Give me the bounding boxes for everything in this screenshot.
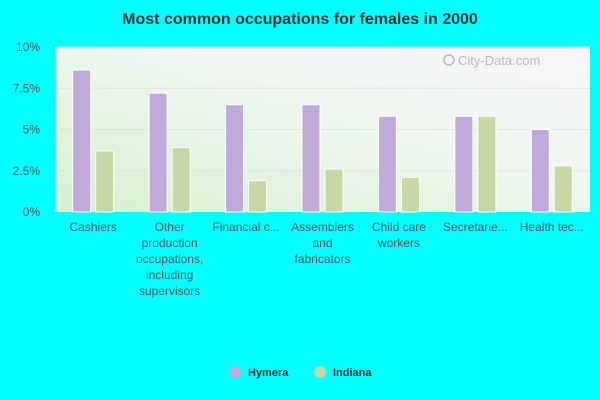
gridlines — [55, 46, 590, 172]
y-tick-label: 7.5% — [13, 81, 41, 95]
x-tick-label-line: including — [146, 268, 193, 282]
x-tick-label: Assemblers and fabricators — [291, 220, 354, 266]
bar-hymera[interactable] — [301, 104, 321, 213]
bar-hymera[interactable] — [377, 115, 397, 213]
x-tick-label: Other production occupations, including supe… — [136, 220, 203, 298]
legend-label: Indiana — [333, 367, 372, 379]
watermark-icon — [443, 54, 455, 66]
y-axis-ticks: 0% 2.5% 5% 7.5% 10% — [13, 40, 41, 219]
bar-indiana[interactable] — [400, 176, 420, 213]
x-tick-label-line: workers — [377, 236, 420, 250]
legend-swatch-indiana — [314, 366, 326, 378]
bar-indiana[interactable] — [248, 180, 268, 213]
y-tick-label: 0% — [23, 205, 41, 219]
x-tick-label: Financial c... — [212, 220, 279, 234]
bar-hymera[interactable] — [454, 115, 474, 213]
legend-swatch-hymera — [229, 366, 241, 378]
legend-label: Hymera — [248, 367, 289, 379]
bar-indiana[interactable] — [324, 168, 344, 213]
legend: Hymera Indiana — [229, 366, 372, 379]
x-tick-label-line: and — [312, 236, 332, 250]
bars — [72, 69, 573, 213]
bar-hymera[interactable] — [530, 129, 550, 213]
bar-indiana[interactable] — [553, 165, 573, 213]
x-tick-label-line: Child care — [372, 220, 426, 234]
bar-hymera[interactable] — [72, 69, 92, 213]
y-tick-label: 5% — [23, 123, 41, 137]
x-tick-label: Cashiers — [70, 220, 117, 234]
x-tick-label-line: occupations, — [136, 252, 203, 266]
y-tick-label: 2.5% — [13, 164, 41, 178]
y-tick-label: 10% — [16, 40, 40, 54]
bar-indiana[interactable] — [477, 115, 497, 213]
x-tick-label: Child care workers — [372, 220, 426, 250]
x-tick-label: Health tec... — [520, 220, 584, 234]
bar-indiana[interactable] — [95, 150, 115, 213]
bar-hymera[interactable] — [148, 92, 168, 213]
x-tick-label: Secretarie... — [443, 220, 508, 234]
watermark: City-Data.com — [443, 53, 540, 68]
x-tick-label-line: Health tec... — [520, 220, 584, 234]
bar-hymera[interactable] — [225, 104, 245, 213]
x-tick-label-line: Secretarie... — [443, 220, 508, 234]
x-tick-label-line: production — [142, 236, 198, 250]
x-tick-label-line: fabricators — [294, 252, 350, 266]
x-tick-label-line: Financial c... — [212, 220, 279, 234]
chart-title: Most common occupations for females in 2… — [122, 11, 478, 28]
watermark-text: City-Data.com — [458, 53, 540, 68]
bar-indiana[interactable] — [171, 147, 191, 213]
x-axis-ticks: Cashiers Other production occupations, inclu… — [70, 220, 584, 298]
x-tick-label-line: supervisors — [139, 284, 200, 298]
x-tick-label-line: Cashiers — [70, 220, 117, 234]
x-tick-label-line: Assemblers — [291, 220, 354, 234]
x-tick-label-line: Other — [155, 220, 185, 234]
